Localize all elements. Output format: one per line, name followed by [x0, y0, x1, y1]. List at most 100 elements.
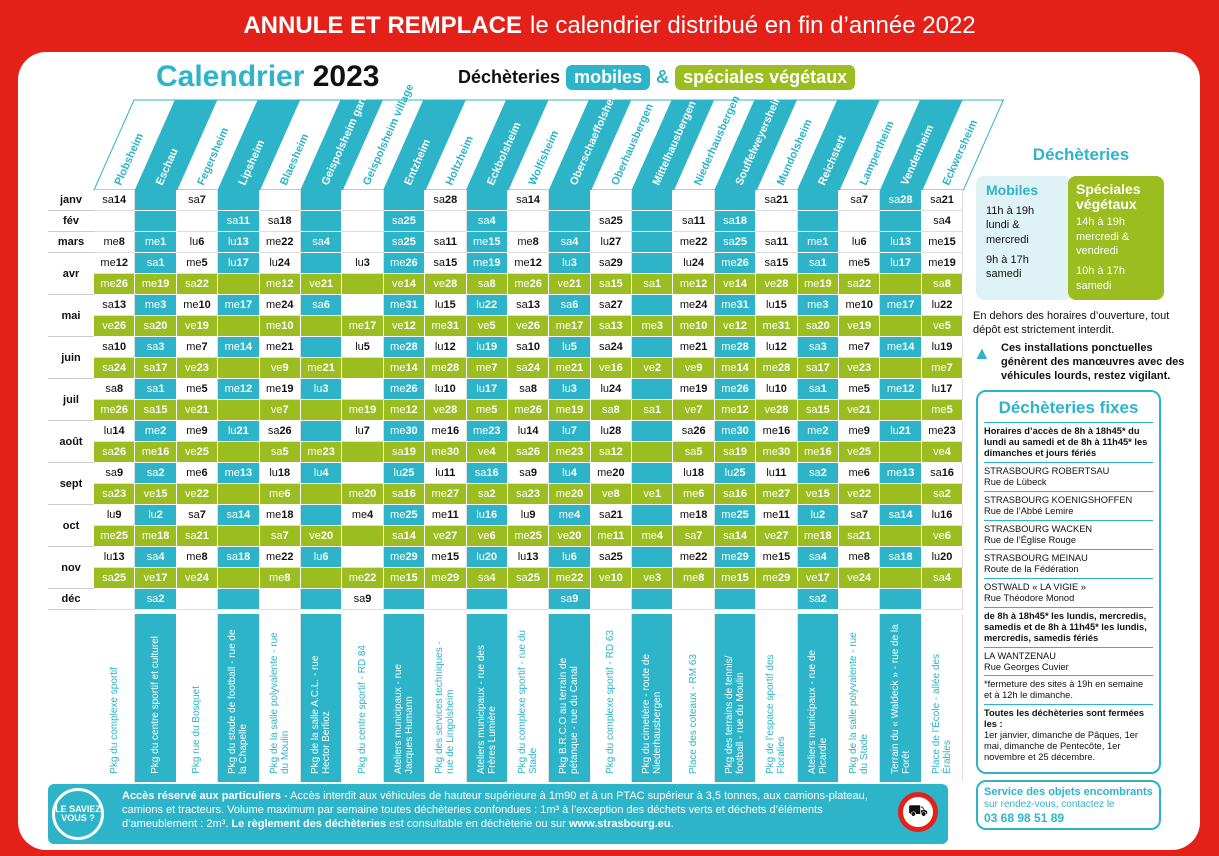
- calendar-cell: me 15: [425, 547, 467, 568]
- calendar-cell: [218, 442, 260, 463]
- calendar-cell: ve 21: [839, 400, 881, 421]
- calendar-cell: [425, 211, 467, 232]
- calendar-cell: ve 27: [756, 526, 798, 547]
- month-label: avr: [48, 253, 94, 295]
- website-link[interactable]: www.strasbourg.eu: [568, 817, 671, 830]
- location-cell: Pkg du complexe sportif - rue du Stade: [507, 614, 550, 782]
- calendar-cell: me 16: [135, 442, 177, 463]
- calendar-cell: [507, 589, 550, 610]
- calendar-cell: [632, 295, 674, 316]
- calendar-cell: me 5: [176, 379, 219, 400]
- calendar-cell: me 3: [135, 295, 177, 316]
- calendar-cell: me 22: [673, 547, 715, 568]
- calendar-cell: sa 25: [507, 568, 550, 589]
- calendar-cell: me 31: [425, 316, 467, 337]
- location-cell: Pkg du complexe sportif - RD 63: [590, 614, 633, 782]
- calendar-cell: ve 24: [176, 568, 219, 589]
- calendar-cell: me 24: [259, 295, 301, 316]
- calendar-cell: [714, 190, 757, 211]
- calendar-cell: [342, 190, 384, 211]
- calendar-cell: me 26: [507, 274, 550, 295]
- month-label: juin: [48, 337, 94, 379]
- calendar-cell: lu 3: [549, 253, 591, 274]
- calendar-cell: ve 6: [921, 526, 964, 547]
- calendar-cell: sa 8: [921, 274, 964, 295]
- calendar-cell: [632, 379, 674, 400]
- calendar-cell: [632, 232, 674, 253]
- calendar-cell: me 30: [383, 421, 426, 442]
- calendar-cell: lu 9: [507, 505, 550, 526]
- calendar-cell: me 14: [383, 358, 426, 379]
- calendar-cell: lu 27: [590, 232, 633, 253]
- calendar-cell: lu 10: [425, 379, 467, 400]
- location-row: Pkg du complexe sportif Pkg du centre spo…: [94, 614, 964, 782]
- calendar-cell: [673, 589, 715, 610]
- calendar-cell: lu 18: [673, 463, 715, 484]
- phone-number[interactable]: 03 68 98 51 89: [984, 811, 1065, 826]
- calendar-cell: sa 7: [673, 526, 715, 547]
- calendar-cell: me 6: [673, 484, 715, 505]
- calendar-cell: ve 5: [921, 316, 964, 337]
- calendar-cell: sa 15: [135, 400, 177, 421]
- calendar-cell: sa 2: [466, 484, 508, 505]
- calendar-cell: [549, 211, 591, 232]
- location-cell: Ateliers municipaux - rue Jacques Humann: [383, 614, 426, 782]
- calendar-card: Calendrier 2023 Déchèteries mobiles & sp…: [18, 52, 1200, 850]
- calendar-cell: lu 6: [176, 232, 219, 253]
- fixed-site: STRASBOURG KOENIGSHOFFEN Rue de l’Abbé Le…: [984, 490, 1153, 520]
- calendar-cell: sa 9: [342, 589, 384, 610]
- calendar-cell: me 19: [673, 379, 715, 400]
- calendar-cell: [300, 316, 343, 337]
- calendar-cell: [880, 526, 922, 547]
- calendar-cell: ve 3: [632, 568, 674, 589]
- calendar-cell: ve 26: [507, 316, 550, 337]
- month-label: mars: [48, 232, 94, 253]
- calendar-cell: me 12: [673, 274, 715, 295]
- calendar-cell: lu 21: [880, 421, 922, 442]
- calendar-cell: sa 7: [259, 526, 301, 547]
- calendar-cell: [383, 190, 426, 211]
- calendar-cell: [590, 589, 633, 610]
- calendar-cell: lu 6: [839, 232, 881, 253]
- calendar-cell: ve 1: [632, 484, 674, 505]
- calendar-cell: lu 2: [135, 505, 177, 526]
- calendar-cell: [135, 190, 177, 211]
- vegetaux-box: Spéciales végétaux 14h à 19h mercredi & v…: [1068, 176, 1164, 300]
- calendar-cell: sa 9: [94, 463, 136, 484]
- calendar-cell: me 29: [425, 568, 467, 589]
- calendar-cell: sa 14: [383, 526, 426, 547]
- calendar-cell: sa 4: [921, 568, 964, 589]
- calendar-cell: sa 18: [218, 547, 260, 568]
- banner-rest: le calendrier distribué en fin d’année 2…: [530, 12, 976, 39]
- calendar-cell: me 25: [507, 526, 550, 547]
- calendar-cell: [218, 400, 260, 421]
- calendar-cell: [632, 421, 674, 442]
- calendar-row: sa 13 me 3 me 10 me 17 me 24 sa 6 me 31 lu 15 lu 22 sa 13 sa…: [94, 295, 964, 316]
- calendar-cell: lu 25: [714, 463, 757, 484]
- calendar-cell: me 9: [839, 421, 881, 442]
- calendar-cell: sa 1: [135, 379, 177, 400]
- calendar-cell: sa 25: [714, 232, 757, 253]
- calendar-cell: ve 19: [176, 316, 219, 337]
- calendar-cell: me 23: [466, 421, 508, 442]
- calendar-cell: me 12: [714, 400, 757, 421]
- calendar-cell: [673, 190, 715, 211]
- calendar-cell: me 12: [259, 274, 301, 295]
- calendar-cell: lu 11: [756, 463, 798, 484]
- calendar-cell: me 5: [176, 253, 219, 274]
- calendar-cell: [300, 505, 343, 526]
- calendar-cell: sa 19: [383, 442, 426, 463]
- calendar-cell: sa 3: [135, 337, 177, 358]
- calendar-cell: lu 4: [549, 463, 591, 484]
- calendar-row: sa 24 sa 17 ve 23 ve 9 me 21 me 14 me 28 me 7 sa 24 me 21 ve…: [94, 358, 964, 379]
- calendar-cell: sa 9: [549, 589, 591, 610]
- calendar-cell: sa 25: [383, 232, 426, 253]
- location-cell: Pkg du complexe sportif: [94, 614, 136, 782]
- calendar-cell: lu 28: [590, 421, 633, 442]
- calendar-cell: me 30: [714, 421, 757, 442]
- calendar-cell: me 10: [259, 316, 301, 337]
- calendar-cell: [218, 190, 260, 211]
- calendar-cell: [466, 589, 508, 610]
- calendar-cell: sa 14: [507, 190, 550, 211]
- calendar-cell: me 20: [342, 484, 384, 505]
